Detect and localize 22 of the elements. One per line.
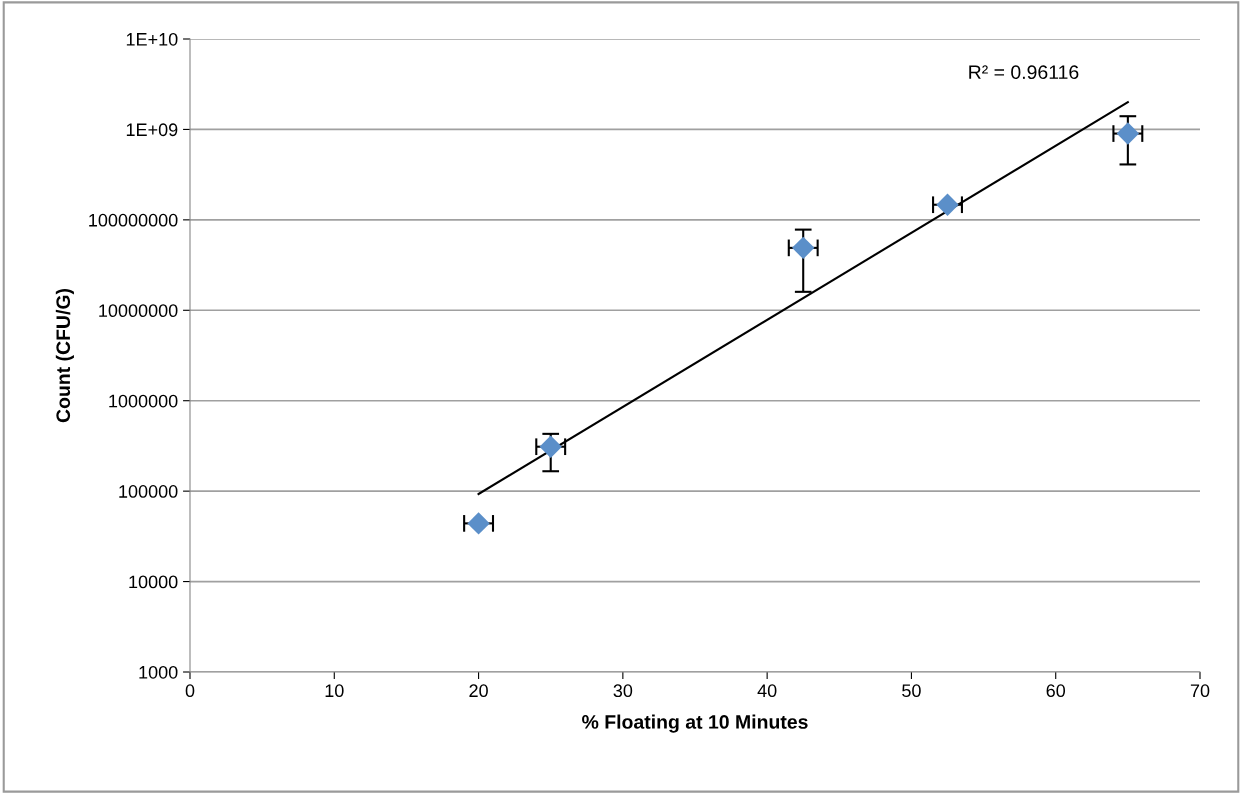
x-tick-label: 0 bbox=[185, 684, 195, 698]
y-tick-label: 10000000 bbox=[99, 304, 178, 318]
point bbox=[467, 512, 490, 535]
y-tick-label: 1E+10 bbox=[126, 32, 178, 46]
x-tick-label: 20 bbox=[469, 684, 488, 698]
y-tick-label: 100000 bbox=[119, 485, 178, 498]
y-tick-label: 1E+09 bbox=[126, 123, 178, 137]
x-tick-label: 60 bbox=[1046, 684, 1066, 698]
y-tick-label: 10000 bbox=[129, 575, 178, 589]
x-tick-label: 30 bbox=[613, 684, 633, 698]
y-axis-title: Count (CFU/G) bbox=[55, 288, 74, 423]
y-tick-label: 1000 bbox=[139, 665, 178, 679]
x-tick-label: 40 bbox=[757, 684, 777, 698]
x-tick-label: 70 bbox=[1190, 684, 1210, 698]
annotation: R² = 0.96116 bbox=[969, 65, 1079, 80]
x-axis-title: % Floating at 10 Minutes bbox=[582, 714, 808, 733]
x-tick-label: 50 bbox=[902, 684, 921, 698]
point bbox=[792, 236, 815, 260]
y-tick-label: 100000000 bbox=[89, 213, 178, 227]
x-tick-label: 10 bbox=[325, 684, 344, 698]
point bbox=[539, 435, 562, 458]
y-tick-label: 1000000 bbox=[109, 394, 178, 408]
